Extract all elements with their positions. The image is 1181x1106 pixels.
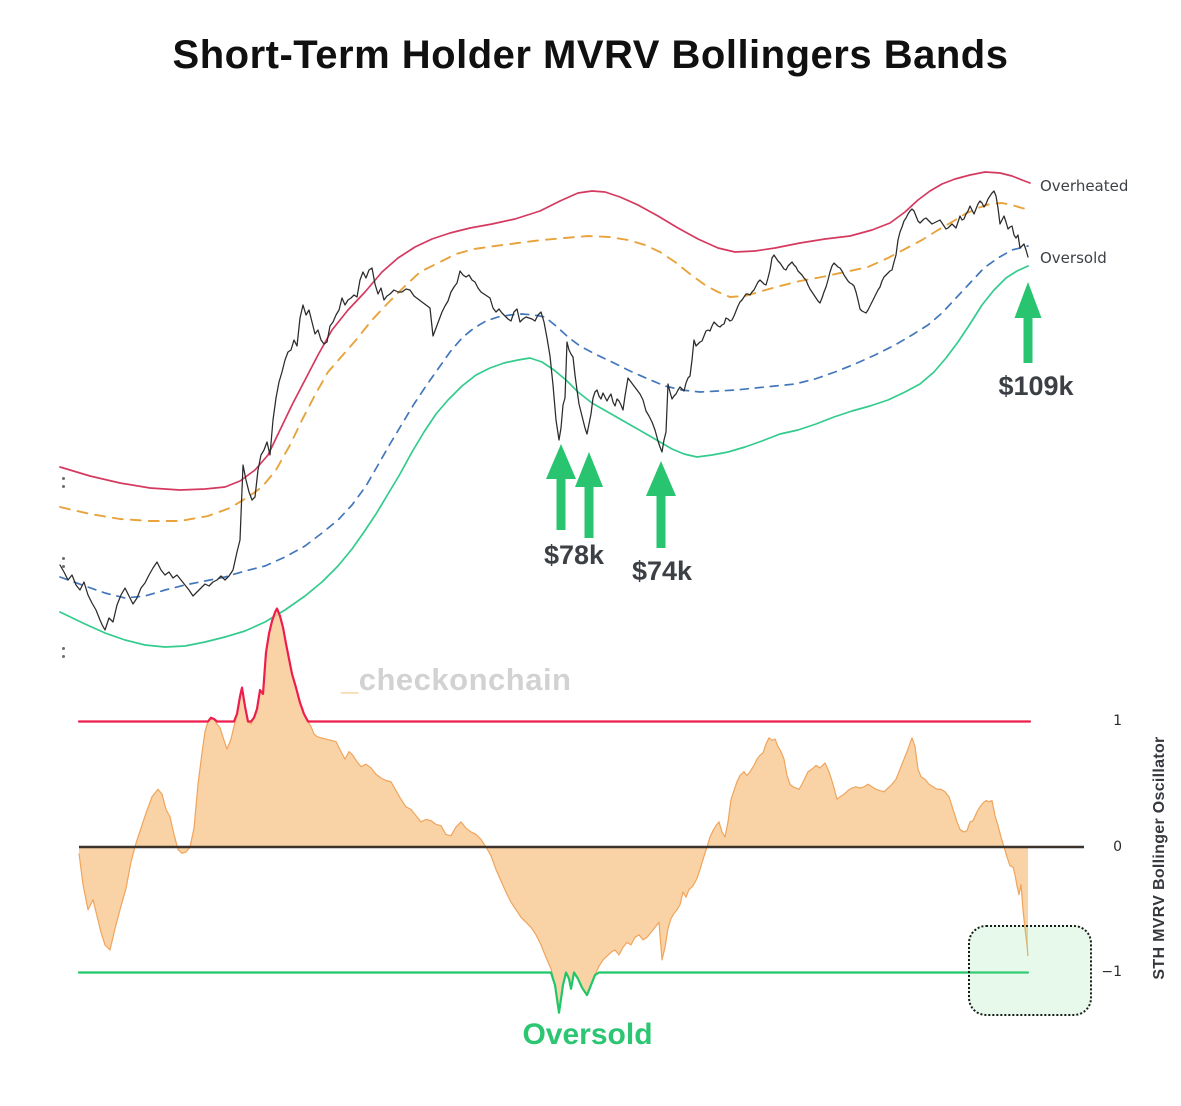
price-annotation-109k: $109k <box>998 371 1074 401</box>
series-upper-band-overheated <box>59 171 1031 491</box>
watermark-underscore-icon: _ <box>341 662 359 697</box>
osc-ytick-zero: 0 <box>1113 839 1122 855</box>
oversold-highlight-box <box>968 925 1092 1016</box>
clipped-axis-tick-fragment <box>62 647 65 650</box>
osc-ytick-plus1: 1 <box>1113 713 1122 729</box>
overheated-band-label: Overheated <box>1040 177 1129 195</box>
page-title: Short-Term Holder MVRV Bollingers Bands <box>172 33 1009 77</box>
green-up-arrow-icon <box>575 452 603 538</box>
clipped-axis-tick-fragment <box>62 557 65 560</box>
osc-y-axis-label: STH MVRV Bollinger Oscillator <box>1151 736 1168 980</box>
price-annotation-74k: $74k <box>631 556 693 586</box>
price-annotation-78k: $78k <box>543 540 605 570</box>
oscillator-area-fill <box>79 608 1028 1013</box>
clipped-axis-tick-fragment <box>62 477 65 480</box>
oscillator-overheated-line <box>77 607 1032 723</box>
checkonchain-watermark: _checkonchain <box>341 662 572 698</box>
osc-ytick-minus1: −1 <box>1101 964 1122 980</box>
series-btc-price <box>59 190 1029 631</box>
oversold-callout-label: Oversold <box>522 1018 653 1051</box>
oversold-band-label: Oversold <box>1040 249 1107 267</box>
series-upper-mid-band <box>59 202 1031 522</box>
green-up-arrow-icon <box>646 461 676 548</box>
watermark-text: checkonchain <box>358 662 572 697</box>
green-up-arrow-icon <box>546 444 576 530</box>
series-lower-mid-band <box>59 245 1029 599</box>
green-up-arrow-icon <box>1014 282 1042 363</box>
oscillator-oversold-line <box>77 971 1030 1014</box>
